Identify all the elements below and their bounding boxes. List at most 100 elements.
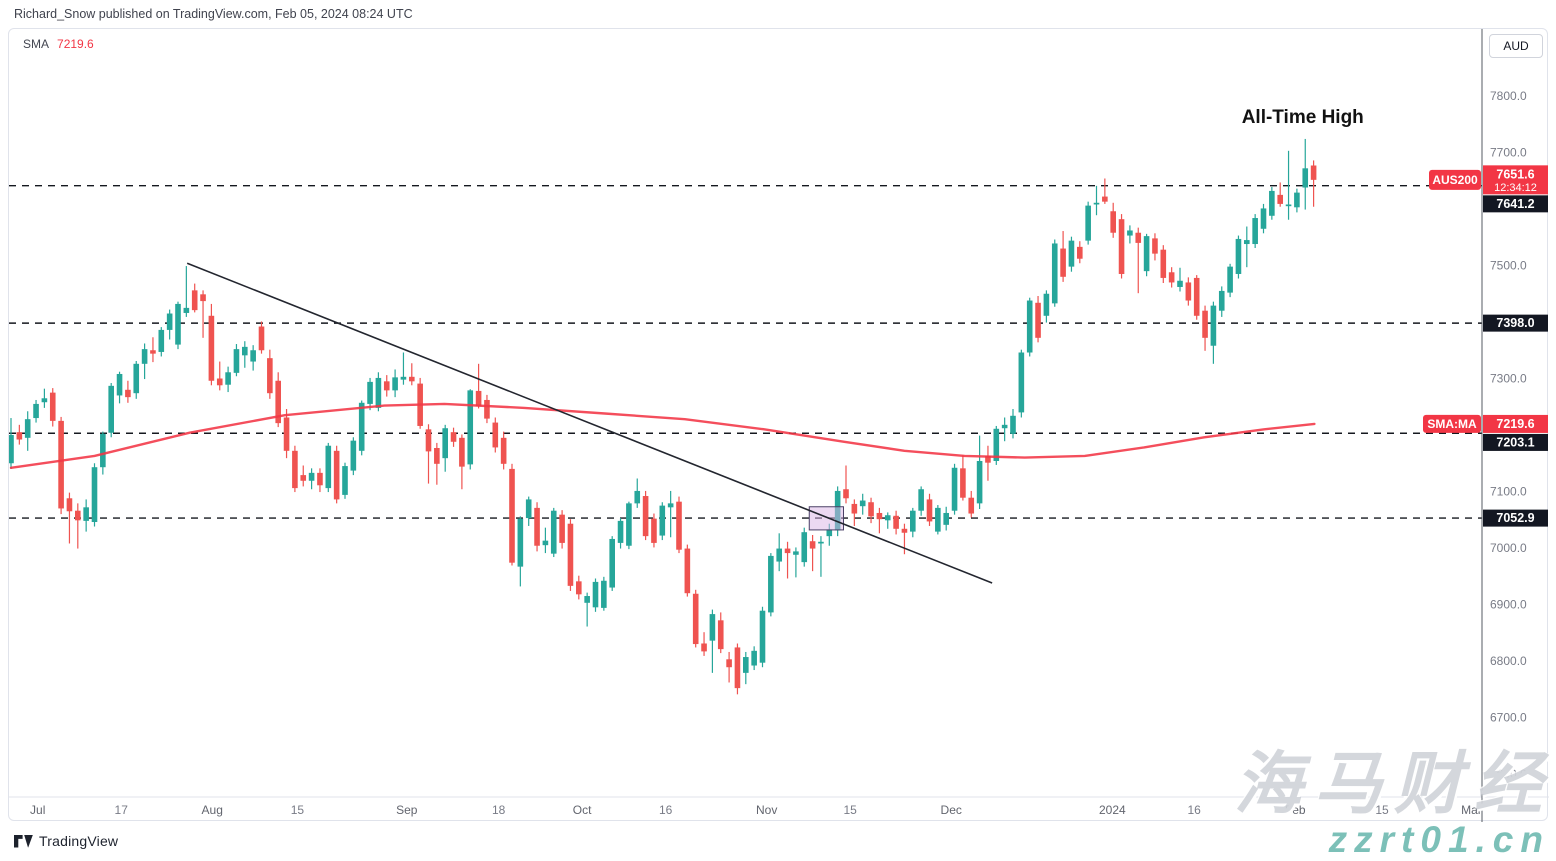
candle-body <box>1027 301 1033 353</box>
candle-body <box>1194 278 1200 316</box>
footer-attribution[interactable]: TradingView <box>14 831 118 851</box>
candle-body <box>818 542 824 544</box>
candle-body <box>634 491 640 503</box>
candle-body <box>50 393 56 421</box>
time-tick-label: Jul <box>30 803 45 817</box>
candle-body <box>42 398 48 402</box>
candle-body <box>175 304 181 345</box>
candle-body <box>1035 303 1041 338</box>
price-tick-label: 6600.0 <box>1490 767 1527 781</box>
candle-body <box>225 372 231 384</box>
candle-body <box>768 556 774 613</box>
candle-body <box>977 461 983 503</box>
candle-body <box>267 358 273 393</box>
candle-body <box>726 659 732 667</box>
candle-body <box>868 502 874 516</box>
candle-body <box>367 382 373 404</box>
candle-body <box>960 468 966 497</box>
time-tick-label: Mar <box>1461 803 1482 817</box>
candle-body <box>192 290 198 310</box>
candle-body <box>893 516 899 529</box>
candle-body <box>1169 272 1175 282</box>
time-tick-label: Nov <box>756 803 777 817</box>
currency-button[interactable]: AUD <box>1489 34 1543 58</box>
price-chart-canvas[interactable]: All-Time High7800.07700.07500.07300.0710… <box>9 29 1549 822</box>
candle-body <box>751 651 757 666</box>
candle-body <box>743 657 749 673</box>
indicator-value: 7219.6 <box>57 37 94 51</box>
candle-body <box>1244 240 1250 244</box>
candle-body <box>100 434 106 467</box>
candle-body <box>401 377 407 380</box>
candle-body <box>1069 241 1075 267</box>
candle-body <box>300 475 306 481</box>
price-tick-label: 6700.0 <box>1490 711 1527 725</box>
tradingview-brand[interactable]: TradingView <box>39 833 118 849</box>
candle-body <box>1219 291 1225 311</box>
candle-body <box>1252 218 1258 244</box>
all-time-high-label: All-Time High <box>1242 107 1364 128</box>
time-tick-label: 15 <box>1375 803 1389 817</box>
candle-body <box>1060 249 1066 277</box>
candle-body <box>1144 236 1150 271</box>
publish-header: Richard_Snow published on TradingView.co… <box>0 0 1556 28</box>
candle-body <box>718 620 724 649</box>
candle-body <box>1261 208 1267 228</box>
candle-body <box>250 350 256 361</box>
price-tick-label: 6900.0 <box>1490 598 1527 612</box>
tradingview-logo-icon[interactable] <box>14 835 33 848</box>
candle-body <box>943 513 949 525</box>
time-tick-label: 18 <box>492 803 506 817</box>
candle-body <box>33 404 39 418</box>
time-tick-label: 16 <box>1188 803 1202 817</box>
candle-body <box>384 381 390 390</box>
candle-body <box>1211 306 1217 346</box>
time-tick-label: Dec <box>941 803 962 817</box>
candle-body <box>317 473 323 485</box>
candle-body <box>409 377 415 382</box>
candle-body <box>534 508 540 546</box>
candle-body <box>1085 206 1091 241</box>
candle-body <box>108 386 114 433</box>
candle-body <box>551 511 557 554</box>
time-tick-label: 17 <box>115 803 129 817</box>
candle-body <box>518 519 524 567</box>
candle-body <box>877 513 883 519</box>
watermark-url-text: zzrt01.cn <box>1329 819 1550 861</box>
price-tick-label: 7800.0 <box>1490 89 1527 103</box>
candle-body <box>434 448 440 464</box>
candle-body <box>1044 294 1050 316</box>
price-tick-label: 7300.0 <box>1490 372 1527 386</box>
candle-body <box>9 435 14 463</box>
sma-pill-text: SMA:MA <box>1427 417 1477 431</box>
sma-line[interactable] <box>11 404 1314 468</box>
candle-body <box>735 647 741 688</box>
candle-body <box>1127 230 1133 235</box>
candle-body <box>234 349 240 373</box>
candle-body <box>1277 195 1283 204</box>
time-tick-label: 15 <box>291 803 305 817</box>
candle-body <box>660 506 666 536</box>
time-tick-label: 15 <box>843 803 857 817</box>
candle-body <box>1094 203 1100 205</box>
candle-body <box>1135 233 1141 243</box>
highlight-box[interactable] <box>809 507 843 530</box>
candle-body <box>1311 165 1317 179</box>
candle-body <box>1102 197 1108 202</box>
time-tick-label: Sep <box>396 803 418 817</box>
level-flag-value: 7398.0 <box>1496 316 1534 330</box>
candle-body <box>710 614 716 641</box>
candle-body <box>668 503 674 507</box>
trendline[interactable] <box>187 263 992 583</box>
candle-body <box>676 502 682 550</box>
price-tick-label: 7000.0 <box>1490 541 1527 555</box>
candle-body <box>1019 353 1025 413</box>
candle-body <box>376 378 382 408</box>
candle-body <box>701 643 707 651</box>
candle-body <box>167 314 173 330</box>
time-tick-label: Oct <box>573 803 592 817</box>
candle-body <box>133 364 139 393</box>
